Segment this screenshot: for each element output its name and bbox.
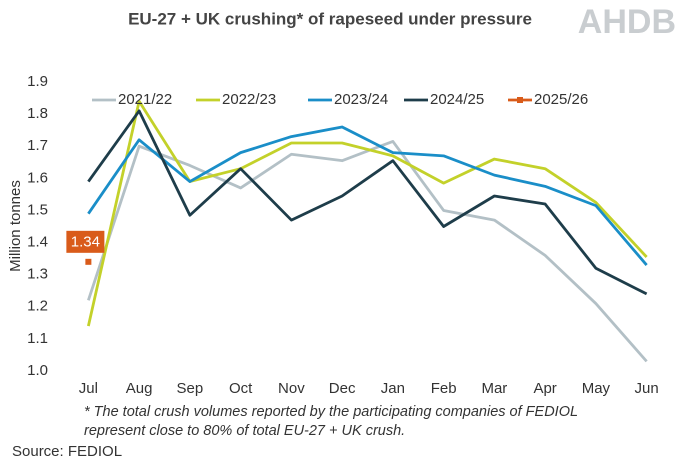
legend-label: 2025/26 xyxy=(534,91,588,108)
marker xyxy=(85,258,92,265)
series-line xyxy=(87,140,648,363)
logo: AHDB xyxy=(578,3,676,41)
y-axis-label: Million tonnes xyxy=(7,180,24,272)
x-tick-label: Dec xyxy=(329,380,356,397)
y-tick-label: 1.5 xyxy=(27,201,48,218)
x-tick-label: Mar xyxy=(481,380,507,397)
x-tick-label: Jun xyxy=(635,380,659,397)
legend-label: 2022/23 xyxy=(222,91,276,108)
y-tick-label: 1.4 xyxy=(27,234,48,251)
y-tick-label: 1.3 xyxy=(27,266,48,283)
x-tick-label: Apr xyxy=(533,380,556,397)
data-label-box xyxy=(66,230,105,253)
y-tick-label: 1.0 xyxy=(27,362,48,379)
series-line xyxy=(87,125,648,266)
x-tick-label: Aug xyxy=(126,380,153,397)
x-tick-label: Oct xyxy=(229,380,253,397)
series-line xyxy=(87,99,648,327)
footnote: represent close to 80% of total EU-27 + … xyxy=(84,423,405,439)
y-tick-label: 1.7 xyxy=(27,137,48,154)
x-tick-label: Nov xyxy=(278,380,305,397)
x-tick-label: Sep xyxy=(177,380,204,397)
legend-marker xyxy=(517,97,523,103)
y-tick-label: 1.2 xyxy=(27,298,48,315)
source: Source: FEDIOL xyxy=(12,443,122,460)
chart-title: EU-27 + UK crushing* of rapeseed under p… xyxy=(128,9,532,28)
series-line xyxy=(87,109,648,296)
x-tick-label: Jan xyxy=(381,380,405,397)
y-tick-label: 1.6 xyxy=(27,169,48,186)
legend-label: 2021/22 xyxy=(118,91,172,108)
x-tick-label: Feb xyxy=(431,380,457,397)
y-tick-label: 1.1 xyxy=(27,330,48,347)
y-tick-label: 1.9 xyxy=(27,73,48,90)
footnote: * The total crush volumes reported by th… xyxy=(84,404,578,420)
x-tick-label: May xyxy=(582,380,611,397)
legend-label: 2023/24 xyxy=(334,91,388,108)
x-tick-label: Jul xyxy=(79,380,98,397)
legend-label: 2024/25 xyxy=(430,91,484,108)
data-label: 1.34 xyxy=(71,233,100,250)
y-tick-label: 1.8 xyxy=(27,105,48,122)
